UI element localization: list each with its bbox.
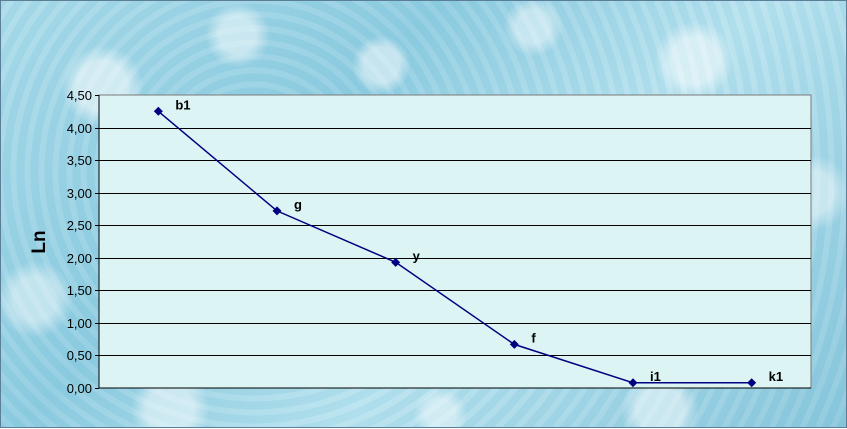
series: b1 g y f i1 k1	[153, 97, 783, 388]
data-label: g	[294, 197, 302, 212]
y-tick-label: 0,50	[67, 348, 92, 363]
y-axis-title: Ln	[29, 230, 50, 253]
y-axis: 0,00 0,50 1,00 1,50 2,00 2,50 3,00 3,50 4,00 4,50	[67, 88, 100, 396]
y-tick-label: 4,50	[67, 88, 92, 103]
data-label: b1	[175, 97, 190, 112]
y-tick-label: 0,00	[67, 381, 92, 396]
y-tick-label: 3,00	[67, 186, 92, 201]
data-label: k1	[769, 369, 783, 384]
data-point-marker	[747, 378, 757, 388]
data-point-marker	[628, 378, 638, 388]
y-tick-label: 2,00	[67, 251, 92, 266]
data-label: f	[531, 330, 536, 345]
data-point-marker	[153, 106, 163, 116]
plot-area	[98, 94, 812, 389]
data-point-marker	[272, 206, 282, 216]
data-label: i1	[650, 369, 661, 384]
y-tick-label: 3,50	[67, 153, 92, 168]
y-tick-label: 2,50	[67, 218, 92, 233]
data-label: y	[413, 248, 421, 263]
series-line	[157, 110, 752, 384]
y-tick-label: 1,50	[67, 283, 92, 298]
y-tick-label: 4,00	[67, 121, 92, 136]
y-tick-label: 1,00	[67, 316, 92, 331]
data-point-marker	[391, 257, 401, 267]
